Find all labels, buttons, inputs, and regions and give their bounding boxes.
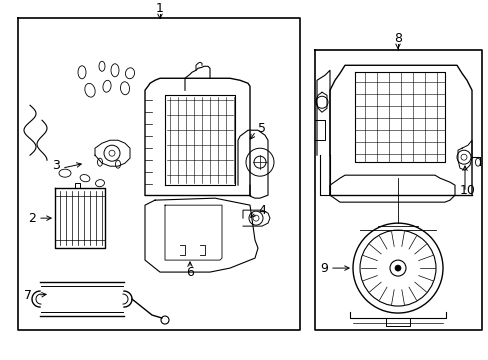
Circle shape	[394, 265, 400, 271]
Text: 6: 6	[185, 266, 194, 279]
Text: 7: 7	[24, 289, 32, 302]
Text: 4: 4	[258, 204, 265, 217]
Text: 8: 8	[393, 32, 401, 45]
Text: 1: 1	[156, 2, 163, 15]
Text: 10: 10	[459, 184, 475, 197]
Text: 9: 9	[320, 262, 327, 275]
Text: 2: 2	[28, 212, 36, 225]
Text: 5: 5	[258, 122, 265, 135]
Text: 3: 3	[52, 159, 60, 172]
